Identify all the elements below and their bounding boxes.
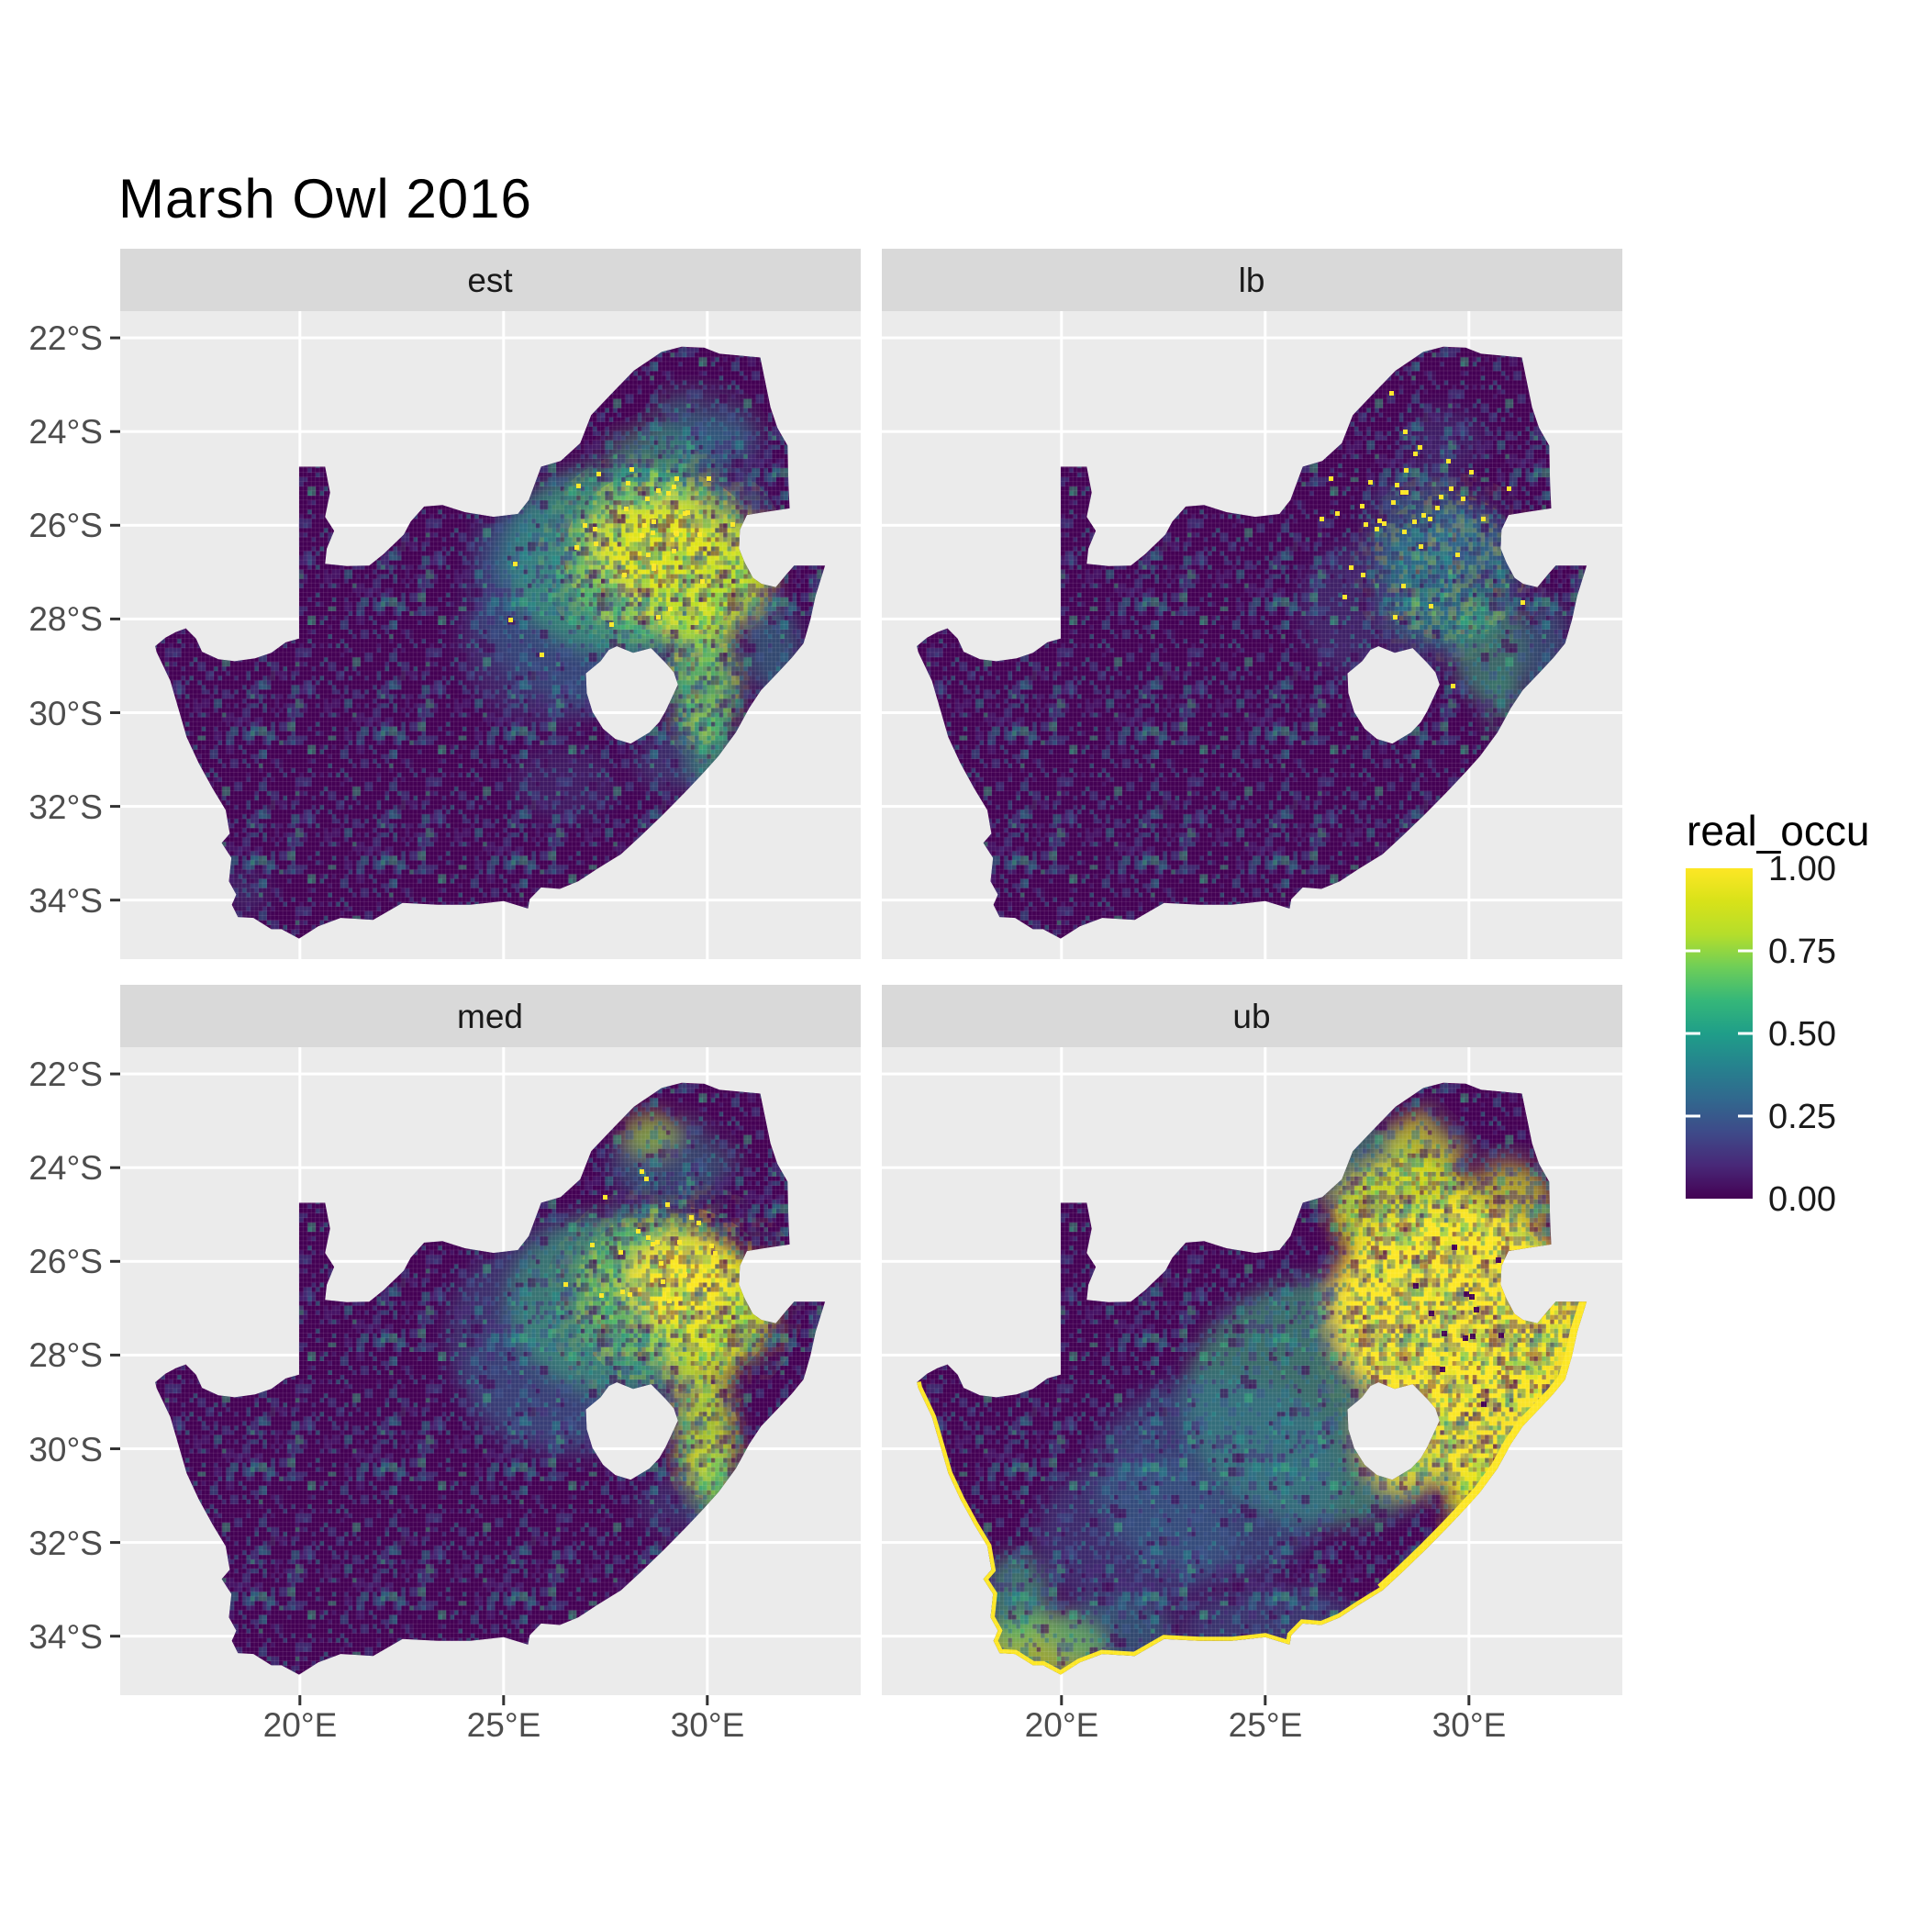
svg-text:28°S: 28°S: [28, 1336, 103, 1374]
svg-text:25°E: 25°E: [1229, 1706, 1303, 1744]
svg-text:0.25: 0.25: [1768, 1098, 1836, 1136]
svg-text:30°S: 30°S: [28, 1431, 103, 1469]
svg-text:28°S: 28°S: [28, 600, 103, 638]
svg-text:32°S: 32°S: [28, 788, 103, 826]
svg-text:real_occu: real_occu: [1687, 807, 1869, 854]
svg-text:30°S: 30°S: [28, 695, 103, 732]
svg-text:med: med: [457, 998, 523, 1035]
svg-text:26°S: 26°S: [28, 507, 103, 544]
svg-text:0.00: 0.00: [1768, 1180, 1836, 1219]
svg-text:32°S: 32°S: [28, 1524, 103, 1562]
svg-text:Marsh Owl 2016: Marsh Owl 2016: [118, 168, 532, 229]
svg-text:0.75: 0.75: [1768, 932, 1836, 971]
svg-text:26°S: 26°S: [28, 1243, 103, 1280]
svg-text:24°S: 24°S: [28, 1149, 103, 1187]
svg-text:22°S: 22°S: [28, 319, 103, 357]
svg-text:25°E: 25°E: [467, 1706, 541, 1744]
svg-text:30°E: 30°E: [1432, 1706, 1507, 1744]
svg-text:est: est: [467, 262, 513, 299]
svg-text:lb: lb: [1239, 262, 1265, 299]
svg-text:ub: ub: [1232, 998, 1270, 1035]
svg-text:34°S: 34°S: [28, 882, 103, 920]
svg-text:34°S: 34°S: [28, 1618, 103, 1656]
svg-text:24°S: 24°S: [28, 413, 103, 451]
svg-text:0.50: 0.50: [1768, 1015, 1836, 1054]
svg-text:20°E: 20°E: [263, 1706, 338, 1744]
svg-text:30°E: 30°E: [671, 1706, 745, 1744]
svg-text:1.00: 1.00: [1768, 850, 1836, 888]
svg-text:20°E: 20°E: [1025, 1706, 1099, 1744]
svg-text:22°S: 22°S: [28, 1055, 103, 1093]
